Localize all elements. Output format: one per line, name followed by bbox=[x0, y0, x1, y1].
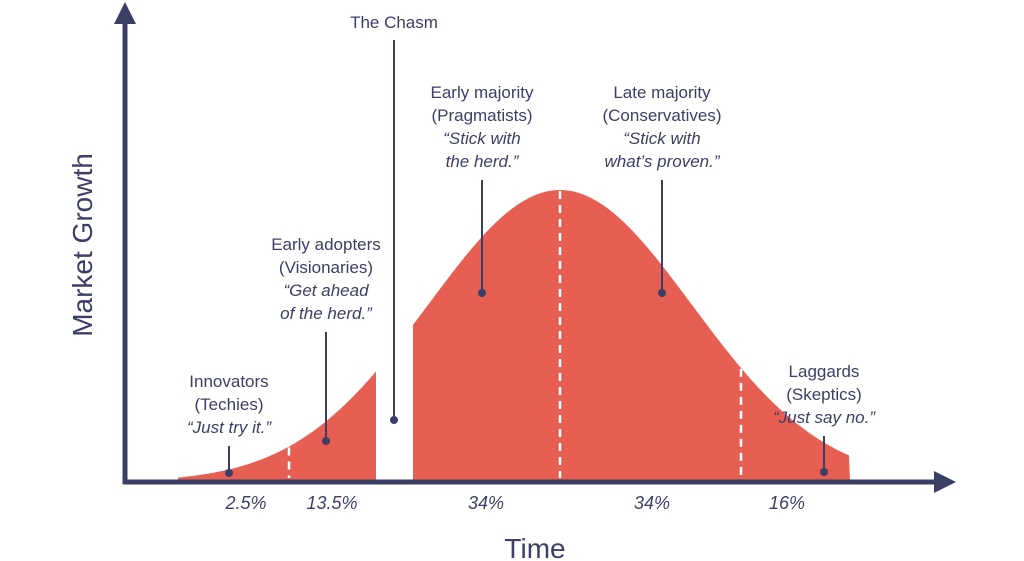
curve-area-mainstream-market bbox=[413, 190, 850, 482]
early-adopters-percent: 13.5% bbox=[306, 493, 357, 513]
early-adopters-pointer-dot bbox=[322, 437, 330, 445]
y-axis-arrow-icon bbox=[114, 2, 136, 24]
early-majority-pointer-dot bbox=[478, 289, 486, 297]
early-adopters-name: Early adopters bbox=[271, 235, 381, 254]
segment-early-majority: Early majority (Pragmatists) “Stick with… bbox=[431, 83, 534, 513]
late-majority-pointer-dot bbox=[658, 289, 666, 297]
laggards-quote: “Just say no.” bbox=[773, 408, 876, 427]
late-majority-name: Late majority bbox=[613, 83, 711, 102]
innovators-pointer-dot bbox=[225, 469, 233, 477]
early-majority-quote-line-2: the herd.” bbox=[446, 152, 520, 171]
early-majority-name: Early majority bbox=[431, 83, 534, 102]
laggards-percent: 16% bbox=[769, 493, 805, 513]
laggards-group: (Skeptics) bbox=[786, 385, 862, 404]
innovators-group: (Techies) bbox=[195, 395, 264, 414]
innovators-percent: 2.5% bbox=[224, 493, 266, 513]
late-majority-quote-line-1: “Stick with bbox=[623, 129, 700, 148]
segment-early-adopters: Early adopters (Visionaries) “Get ahead … bbox=[271, 235, 381, 513]
early-adopters-quote-line-2: of the herd.” bbox=[280, 304, 373, 323]
curve-area-early-market bbox=[178, 371, 376, 482]
early-majority-group: (Pragmatists) bbox=[431, 106, 532, 125]
segment-laggards: Laggards (Skeptics) “Just say no.” 16% bbox=[769, 362, 876, 513]
segment-innovators: Innovators (Techies) “Just try it.” 2.5% bbox=[187, 372, 272, 513]
chasm-label: The Chasm bbox=[350, 13, 438, 32]
laggards-name: Laggards bbox=[789, 362, 860, 381]
innovators-quote: “Just try it.” bbox=[187, 418, 272, 437]
segment-late-majority: Late majority (Conservatives) “Stick wit… bbox=[602, 83, 721, 513]
x-axis-title: Time bbox=[504, 533, 565, 561]
early-majority-percent: 34% bbox=[468, 493, 504, 513]
late-majority-quote-line-2: what’s proven.” bbox=[605, 152, 721, 171]
innovators-name: Innovators bbox=[189, 372, 268, 391]
early-adopters-group: (Visionaries) bbox=[279, 258, 373, 277]
x-axis-arrow-icon bbox=[934, 471, 956, 493]
early-adopters-quote-line-1: “Get ahead bbox=[283, 281, 369, 300]
late-majority-percent: 34% bbox=[634, 493, 670, 513]
laggards-pointer-dot bbox=[820, 468, 828, 476]
early-majority-quote-line-1: “Stick with bbox=[443, 129, 520, 148]
late-majority-group: (Conservatives) bbox=[602, 106, 721, 125]
chasm-pointer-dot bbox=[390, 416, 398, 424]
y-axis-title: Market Growth bbox=[67, 153, 98, 337]
